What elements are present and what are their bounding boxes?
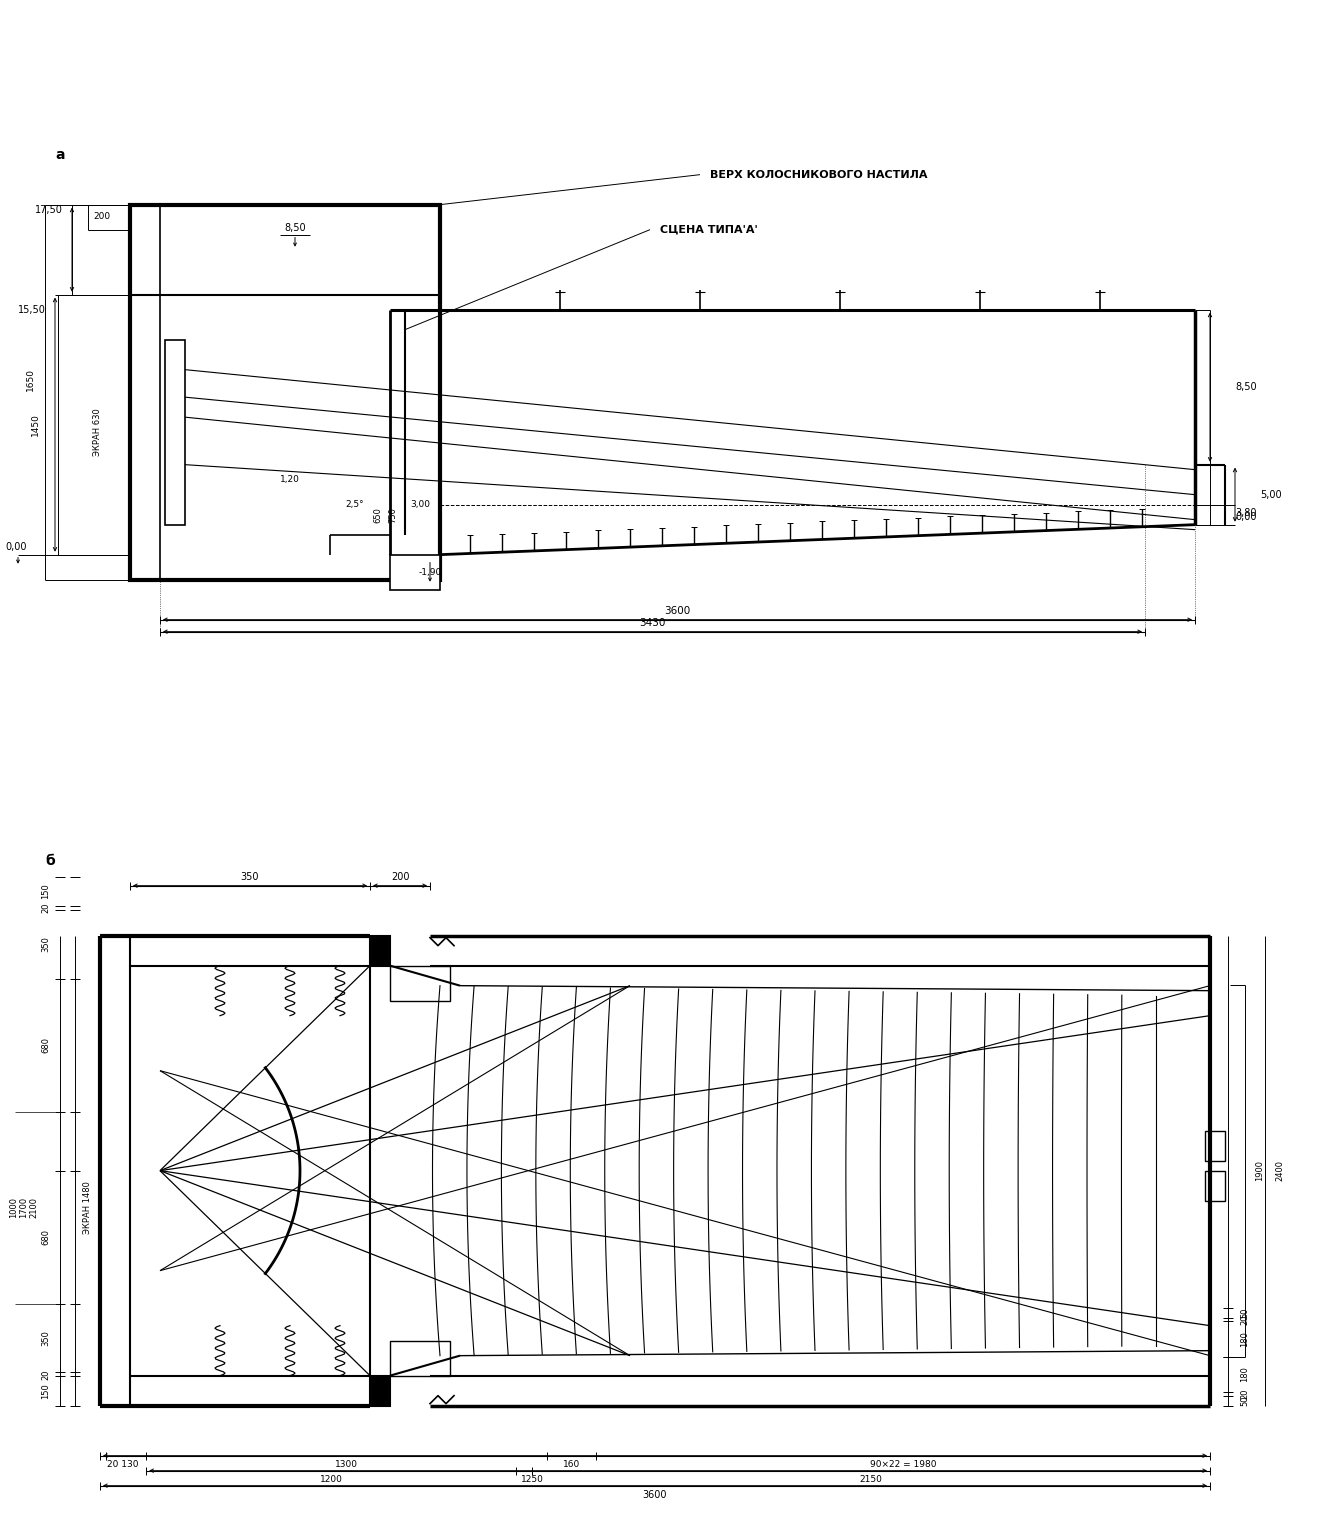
Text: 2,5°: 2,5° <box>346 501 364 508</box>
Text: СЦЕНА ТИПА'А': СЦЕНА ТИПА'А' <box>661 224 758 235</box>
Text: 650: 650 <box>373 507 383 522</box>
Text: 2100: 2100 <box>29 1197 39 1219</box>
Text: а: а <box>54 148 65 162</box>
Text: 50: 50 <box>1240 1396 1249 1406</box>
Text: 680: 680 <box>41 1229 51 1245</box>
Text: 2400: 2400 <box>1275 1161 1284 1182</box>
Text: 680: 680 <box>41 1037 51 1054</box>
Text: б: б <box>45 854 54 867</box>
Text: 20 130: 20 130 <box>108 1460 138 1469</box>
Text: 2150: 2150 <box>860 1475 882 1484</box>
Text: ВЕРХ КОЛОСНИКОВОГО НАСТИЛА: ВЕРХ КОЛОСНИКОВОГО НАСТИЛА <box>710 169 928 180</box>
Text: 350: 350 <box>41 936 51 953</box>
Text: 8,50: 8,50 <box>1235 382 1257 392</box>
Text: 1200: 1200 <box>320 1475 343 1484</box>
Text: 1900: 1900 <box>1255 1161 1264 1182</box>
Text: 17,50: 17,50 <box>35 205 62 215</box>
Text: 3430: 3430 <box>639 617 666 628</box>
Text: 20: 20 <box>1240 1388 1249 1399</box>
Text: 1300: 1300 <box>335 1460 359 1469</box>
Text: -1,90: -1,90 <box>419 568 441 577</box>
Text: 90×22 = 1980: 90×22 = 1980 <box>870 1460 937 1469</box>
Bar <box>130 205 440 580</box>
Text: 3600: 3600 <box>664 606 691 615</box>
Text: 1000: 1000 <box>9 1197 19 1219</box>
Text: ЭКРАН 1480: ЭКРАН 1480 <box>82 1182 92 1234</box>
Text: 1250: 1250 <box>521 1475 544 1484</box>
Bar <box>369 936 389 965</box>
Bar <box>165 339 185 525</box>
Text: 5,00: 5,00 <box>1260 490 1281 499</box>
Text: 200: 200 <box>391 872 409 881</box>
Bar <box>1205 1171 1225 1200</box>
Text: 180: 180 <box>1240 1332 1249 1347</box>
Bar <box>389 554 440 589</box>
Text: 1450: 1450 <box>31 414 40 437</box>
Bar <box>369 1376 389 1406</box>
Text: 0,00: 0,00 <box>1235 512 1256 522</box>
Text: 150: 150 <box>41 884 51 899</box>
Text: 3,00: 3,00 <box>411 501 431 508</box>
Bar <box>1205 1130 1225 1161</box>
Text: 15,50: 15,50 <box>19 305 47 315</box>
Text: 1,20: 1,20 <box>280 475 300 484</box>
Text: 3600: 3600 <box>643 1490 667 1500</box>
Text: 20: 20 <box>1240 1315 1249 1325</box>
Text: 50: 50 <box>1240 1307 1249 1318</box>
Text: 200: 200 <box>93 212 110 221</box>
Text: 20: 20 <box>41 1370 51 1379</box>
Text: 0,00: 0,00 <box>5 542 27 551</box>
Text: 3,80: 3,80 <box>1235 507 1256 518</box>
Text: 350: 350 <box>241 872 259 881</box>
Text: 150: 150 <box>41 1383 51 1399</box>
Bar <box>389 1341 451 1376</box>
Text: 750: 750 <box>388 507 397 522</box>
Text: 20: 20 <box>41 902 51 913</box>
Text: 180: 180 <box>1240 1367 1249 1382</box>
Text: ЭКРАН 630: ЭКРАН 630 <box>93 408 101 457</box>
Text: 8,50: 8,50 <box>284 223 306 232</box>
Text: 160: 160 <box>563 1460 581 1469</box>
Text: 1700: 1700 <box>19 1197 28 1219</box>
Bar <box>389 965 451 1000</box>
Text: 350: 350 <box>41 1330 51 1345</box>
Text: 1650: 1650 <box>27 368 35 391</box>
